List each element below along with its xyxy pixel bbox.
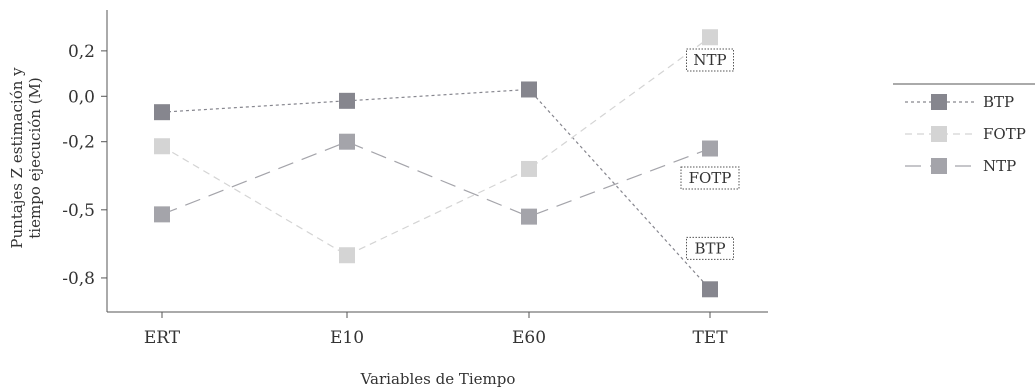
- x-tick-label: E60: [512, 328, 546, 348]
- legend-item-ntp: NTP: [905, 157, 1016, 175]
- y-tick-label: -0,5: [62, 201, 95, 221]
- series-ntp: [154, 133, 718, 225]
- legend-marker: [931, 126, 947, 142]
- data-point: [521, 208, 537, 225]
- callout-ntp: NTP: [686, 48, 734, 72]
- callout-label: BTP: [694, 239, 725, 257]
- legend: BTP FOTP NTP: [893, 83, 1035, 175]
- data-point: [154, 138, 170, 155]
- x-tick-label: E10: [330, 328, 364, 348]
- series-line: [161, 88, 711, 290]
- data-point: [521, 160, 537, 177]
- x-tick-label: ERT: [144, 328, 181, 348]
- y-tick-label: -0,8: [62, 269, 95, 289]
- axes: 0,2 0,0 -0,2 -0,5 -0,8 ERT E10 E60 TET Variables …: [8, 10, 768, 388]
- data-point: [339, 92, 355, 109]
- legend-item-fotp: FOTP: [905, 125, 1026, 143]
- series-fotp: [154, 29, 718, 264]
- data-point: [702, 281, 718, 298]
- legend-label: FOTP: [983, 125, 1026, 143]
- legend-marker: [931, 94, 947, 110]
- x-tick-label: TET: [692, 328, 728, 348]
- y-tick-label: 0,0: [68, 87, 95, 107]
- data-point: [339, 247, 355, 264]
- data-point: [702, 29, 718, 46]
- series-btp: [154, 81, 718, 298]
- x-axis-title: Variables de Tiempo: [360, 370, 516, 388]
- data-point: [154, 104, 170, 121]
- callout-label: FOTP: [689, 169, 732, 187]
- legend-label: BTP: [983, 93, 1014, 111]
- legend-marker: [931, 158, 947, 174]
- y-tick-label: -0,2: [62, 133, 95, 153]
- callout-btp: BTP: [686, 236, 734, 260]
- legend-label: NTP: [983, 157, 1016, 175]
- series-line: [161, 36, 711, 256]
- y-axis-title: Puntajes Z estimación ytiempo ejecución …: [8, 67, 44, 249]
- callout-box: [686, 236, 734, 260]
- callout-box: [680, 166, 740, 190]
- callout-box: [686, 48, 734, 72]
- callout-layer: NTP FOTP BTP: [680, 48, 740, 260]
- data-point: [521, 81, 537, 98]
- callout-label: NTP: [693, 51, 726, 69]
- data-point: [154, 206, 170, 223]
- data-point: [339, 133, 355, 150]
- y-tick-label: 0,2: [68, 42, 95, 62]
- series-layer: [154, 29, 718, 298]
- callout-fotp: FOTP: [680, 166, 740, 190]
- series-line: [161, 141, 711, 218]
- legend-item-btp: BTP: [905, 93, 1014, 111]
- data-point: [702, 140, 718, 157]
